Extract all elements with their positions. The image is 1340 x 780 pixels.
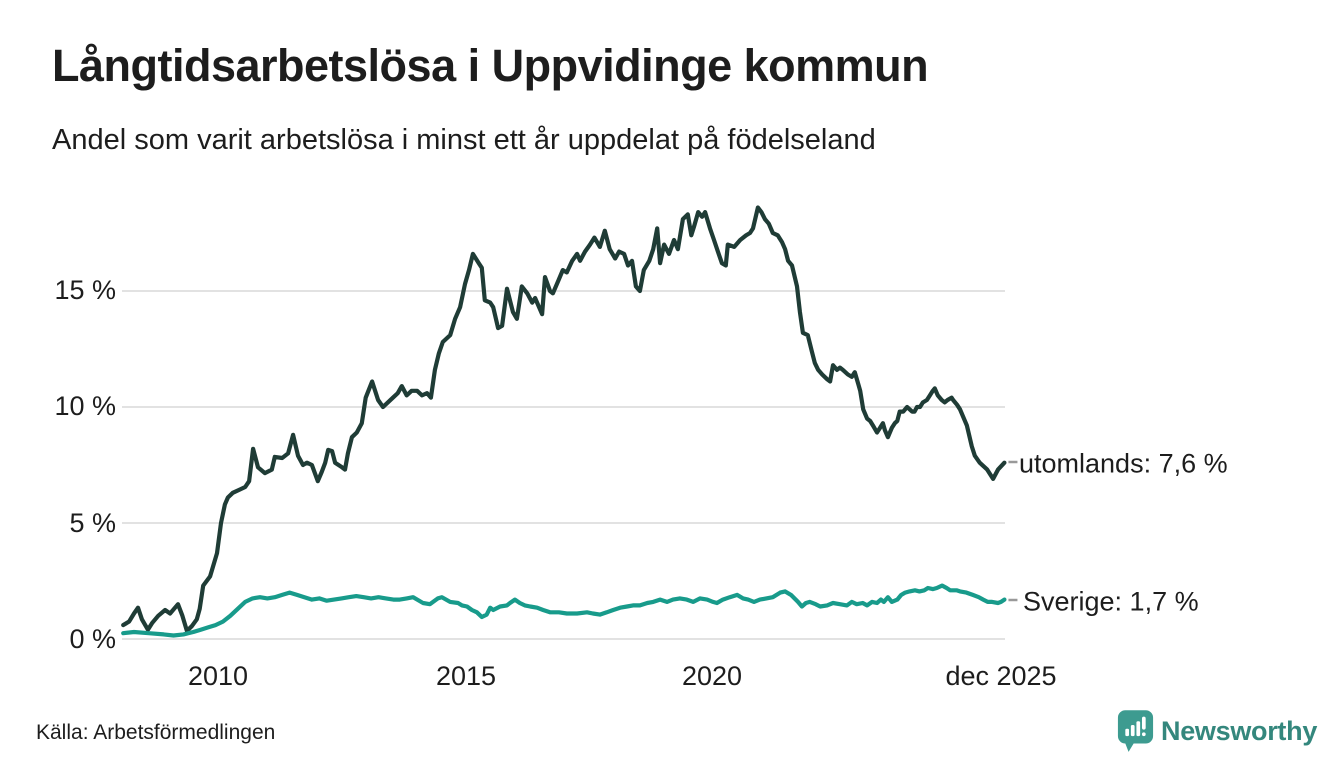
page-subtitle: Andel som varit arbetslösa i minst ett å… — [52, 124, 876, 156]
x-tick-2010: 2010 — [187, 661, 249, 691]
series-line-utomlands — [121, 205, 1007, 634]
series-label-utomlands: utomlands: 7,6 % — [1019, 448, 1228, 479]
y-tick-10: 10 % — [54, 390, 116, 421]
page-title: Långtidsarbetslösa i Uppvidinge kommun — [52, 40, 929, 91]
newsworthy-bubble-barchart-icon — [1117, 710, 1154, 752]
x-tick-2015: 2015 — [435, 661, 497, 691]
y-tick-15: 15 % — [54, 274, 116, 305]
x-tick-2020: 2020 — [681, 661, 743, 691]
x-tick-dec-2025: dec 2025 — [945, 661, 1057, 691]
series-line-Sverige — [121, 583, 1007, 638]
series-label-sverige: Sverige: 1,7 % — [1023, 586, 1199, 617]
y-tick-5: 5 % — [69, 507, 116, 538]
y-tick-0: 0 % — [69, 623, 116, 654]
brand-name: Newsworthy — [1161, 715, 1318, 746]
brand-logo: Newsworthy — [1117, 709, 1317, 753]
source-note: Källa: Arbetsförmedlingen — [36, 721, 276, 744]
